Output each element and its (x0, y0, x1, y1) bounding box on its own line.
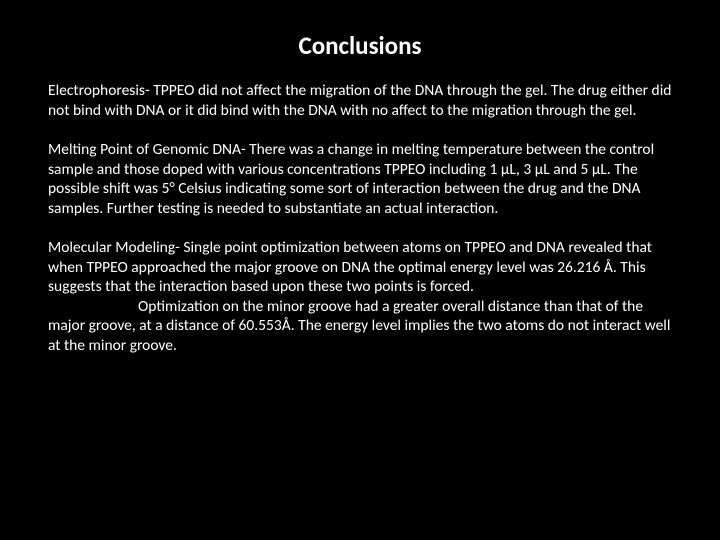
slide: Conclusions Electrophoresis- TPPEO did n… (0, 0, 720, 540)
paragraph-3a: Molecular Modeling- Single point optimiz… (48, 238, 652, 296)
paragraph-melting-point: Melting Point of Genomic DNA- There was … (48, 140, 672, 218)
paragraph-molecular-modeling: Molecular Modeling- Single point optimiz… (48, 238, 672, 355)
paragraph-electrophoresis: Electrophoresis- TPPEO did not affect th… (48, 81, 672, 120)
paragraph-3b: Optimization on the minor groove had a g… (48, 297, 670, 355)
slide-title: Conclusions (48, 30, 672, 61)
